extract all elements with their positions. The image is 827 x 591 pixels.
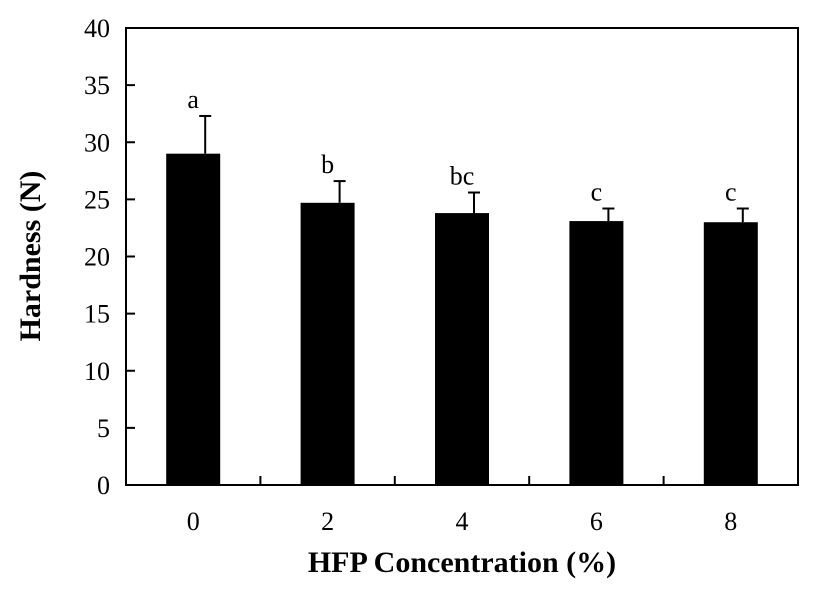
y-tick-label: 15 <box>84 300 110 329</box>
significance-label: c <box>591 178 603 207</box>
y-tick-label: 40 <box>84 14 110 43</box>
x-axis-title: HFP Concentration (%) <box>308 546 616 579</box>
bar <box>300 202 355 486</box>
y-axis-title: Hardness (N) <box>14 171 47 342</box>
y-tick-label: 5 <box>97 414 110 443</box>
y-tick-label: 20 <box>84 243 110 272</box>
y-tick-label: 35 <box>84 71 110 100</box>
y-axis-ticks: 0 5 10 15 20 25 30 35 40 <box>84 14 135 500</box>
significance-label: a <box>187 85 199 114</box>
x-tick-label: 8 <box>724 507 737 536</box>
x-tick-label: 6 <box>590 507 603 536</box>
y-tick-label: 10 <box>84 357 110 386</box>
error-bars-group <box>199 114 749 223</box>
bars-group <box>166 153 758 486</box>
x-tick-label: 0 <box>187 507 200 536</box>
significance-label: c <box>725 178 737 207</box>
bar <box>166 153 221 486</box>
significance-label: b <box>321 150 334 179</box>
y-tick-label: 25 <box>84 185 110 214</box>
bar <box>703 222 758 485</box>
bar <box>569 221 624 485</box>
y-tick-label: 0 <box>97 471 110 500</box>
bar <box>435 213 489 485</box>
x-tick-label: 4 <box>456 507 469 536</box>
y-tick-label: 30 <box>84 128 110 157</box>
significance-labels-group: a b bc c c <box>187 85 736 207</box>
x-axis-ticks: 0 2 4 6 8 <box>187 476 737 536</box>
significance-label: bc <box>450 162 475 191</box>
x-tick-label: 2 <box>321 507 334 536</box>
